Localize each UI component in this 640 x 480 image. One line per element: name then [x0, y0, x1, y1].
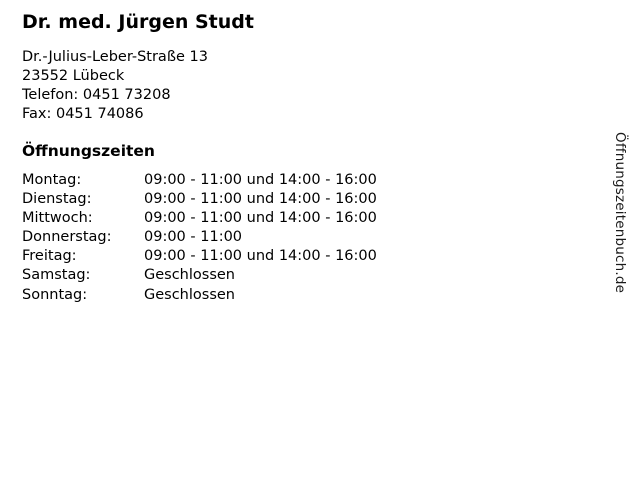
address-fax: Fax: 0451 74086 — [22, 106, 144, 122]
day-hours: 09:00 - 11:00 und 14:00 - 16:00 — [144, 172, 377, 188]
day-label: Freitag: — [22, 248, 77, 265]
content-container: Dr. med. Jürgen Studt Dr.-Julius-Leber-S… — [22, 11, 582, 305]
watermark-label: Öffnungszeitenbuch.de — [612, 132, 628, 294]
day-label: Sonntag: — [22, 286, 88, 303]
day-hours: 09:00 - 11:00 und 14:00 - 16:00 — [144, 248, 377, 265]
table-row: Sonntag: Geschlossen — [22, 286, 377, 305]
opening-hours-heading: Öffnungszeiten — [22, 142, 155, 160]
opening-hours-table: Montag: 09:00 - 11:00 und 14:00 - 16:00 … — [22, 171, 377, 305]
day-label: Donnerstag: — [22, 229, 112, 246]
day-label: Samstag: — [22, 267, 91, 284]
day-hours: Geschlossen — [144, 267, 235, 284]
table-row: Donnerstag: 09:00 - 11:00 — [22, 228, 377, 247]
table-row: Samstag: Geschlossen — [22, 266, 377, 285]
day-hours: 09:00 - 11:00 und 14:00 - 16:00 — [144, 210, 377, 227]
address-block: Dr.-Julius-Leber-Straße 13 23552 Lübeck … — [22, 48, 582, 124]
page-title: Dr. med. Jürgen Studt — [22, 11, 254, 33]
opening-hours-body: Montag: 09:00 - 11:00 und 14:00 - 16:00 … — [22, 171, 377, 305]
day-hours: Geschlossen — [144, 286, 235, 303]
table-row: Freitag: 09:00 - 11:00 und 14:00 - 16:00 — [22, 247, 377, 266]
day-label: Montag: — [22, 172, 82, 188]
day-hours: 09:00 - 11:00 — [144, 229, 243, 246]
day-label: Mittwoch: — [22, 210, 93, 227]
address-street: Dr.-Julius-Leber-Straße 13 — [22, 49, 208, 65]
address-city: 23552 Lübeck — [22, 68, 125, 84]
address-phone: Telefon: 0451 73208 — [22, 87, 171, 103]
day-hours: 09:00 - 11:00 und 14:00 - 16:00 — [144, 191, 377, 208]
table-row: Dienstag: 09:00 - 11:00 und 14:00 - 16:0… — [22, 190, 377, 209]
table-row: Montag: 09:00 - 11:00 und 14:00 - 16:00 — [22, 171, 377, 190]
day-label: Dienstag: — [22, 191, 92, 208]
table-row: Mittwoch: 09:00 - 11:00 und 14:00 - 16:0… — [22, 209, 377, 228]
